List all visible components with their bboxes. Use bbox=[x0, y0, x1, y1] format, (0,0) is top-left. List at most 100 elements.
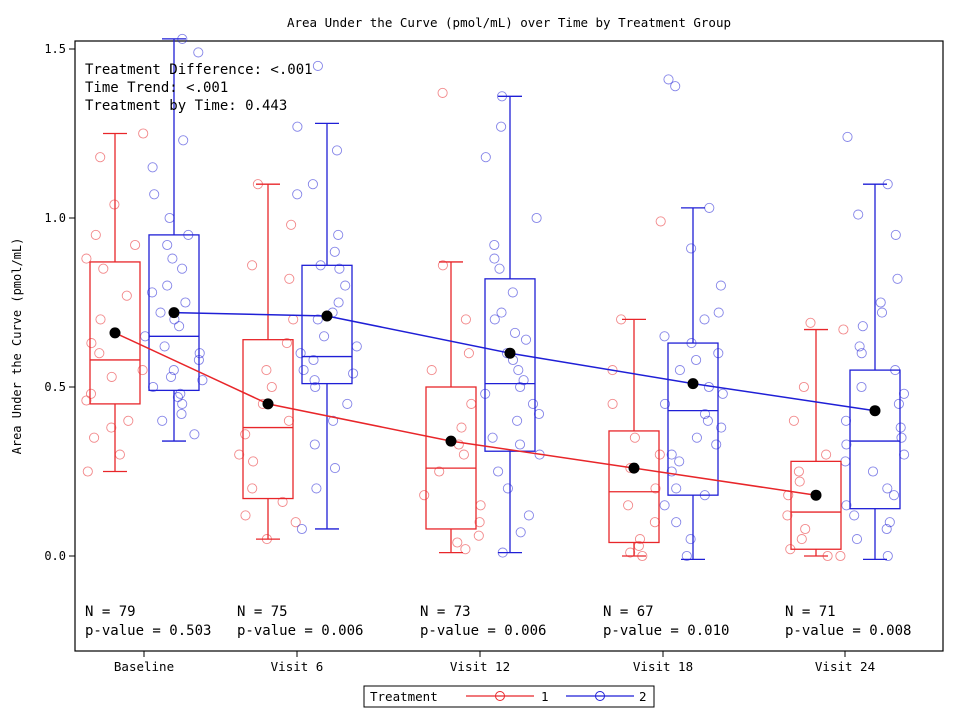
jitter-point-series-2 bbox=[520, 334, 532, 345]
jitter-point-series-2 bbox=[512, 415, 523, 426]
jitter-point-series-2 bbox=[175, 388, 186, 399]
jitter-point-series-2 bbox=[489, 239, 500, 251]
jitter-point-series-2 bbox=[333, 229, 344, 240]
jitter-point-series-2 bbox=[856, 381, 867, 393]
x-tick-label: Visit 24 bbox=[815, 659, 875, 674]
jitter-point-series-1 bbox=[85, 388, 97, 399]
jitter-point-series-2 bbox=[162, 239, 173, 251]
jitter-point-series-1 bbox=[821, 449, 832, 460]
jitter-point-series-1 bbox=[458, 449, 469, 460]
annotation-treatment-by-time: Treatment by Time: 0.443 bbox=[85, 98, 287, 114]
jitter-point-series-1 bbox=[475, 500, 486, 511]
jitter-point-series-2 bbox=[310, 381, 321, 393]
group-p-value-label: p-value = 0.006 bbox=[420, 623, 546, 639]
jitter-point-series-2 bbox=[857, 321, 868, 332]
jitter-point-series-2 bbox=[713, 307, 724, 318]
jitter-point-series-2 bbox=[494, 263, 505, 274]
jitter-point-series-1 bbox=[794, 476, 805, 487]
jitter-point-series-1 bbox=[805, 317, 816, 328]
jitter-point-series-2 bbox=[663, 74, 674, 85]
jitter-point-series-1 bbox=[835, 550, 846, 562]
mean-line-series-2 bbox=[173, 311, 876, 412]
jitter-point-series-2 bbox=[496, 121, 507, 132]
jitter-point-series-1 bbox=[114, 449, 125, 460]
legend: Treatment 1 2 bbox=[363, 685, 655, 708]
jitter-point-series-2 bbox=[659, 331, 670, 342]
jitter-point-series-2 bbox=[876, 307, 888, 318]
interquartile-box bbox=[849, 369, 901, 510]
jitter-point-series-2 bbox=[851, 534, 863, 545]
group-n-label: N = 79 bbox=[85, 604, 136, 620]
legend-marker-series-1 bbox=[495, 691, 505, 701]
jitter-point-series-1 bbox=[82, 466, 93, 477]
group-n-label: N = 73 bbox=[420, 604, 471, 620]
jitter-point-series-2 bbox=[194, 348, 205, 359]
jitter-point-series-1 bbox=[788, 415, 799, 426]
jitter-point-series-2 bbox=[882, 550, 893, 562]
jitter-point-series-1 bbox=[838, 324, 849, 335]
jitter-point-series-2 bbox=[849, 510, 860, 521]
jitter-point-series-2 bbox=[842, 131, 853, 142]
jitter-point-series-1 bbox=[288, 314, 299, 325]
jitter-point-series-1 bbox=[625, 547, 636, 558]
interquartile-box bbox=[667, 342, 719, 496]
jitter-point-series-2 bbox=[896, 432, 907, 443]
jitter-point-series-1 bbox=[283, 415, 294, 426]
plot-frame bbox=[74, 40, 944, 652]
jitter-point-series-1 bbox=[284, 273, 295, 284]
jitter-point-series-2 bbox=[197, 375, 208, 386]
jitter-point-series-2 bbox=[666, 466, 677, 477]
jitter-point-series-1 bbox=[123, 415, 134, 426]
interquartile-box bbox=[301, 264, 353, 385]
jitter-point-series-2 bbox=[309, 439, 320, 450]
interquartile-box bbox=[484, 278, 536, 452]
jitter-point-series-2 bbox=[177, 263, 188, 274]
jitter-point-series-2 bbox=[840, 456, 851, 467]
interquartile-box bbox=[790, 460, 842, 550]
jitter-point-series-1 bbox=[106, 422, 117, 433]
jitter-point-series-2 bbox=[888, 490, 900, 501]
jitter-point-series-2 bbox=[515, 381, 526, 393]
mean-line-series-1 bbox=[114, 332, 817, 496]
jitter-point-series-2 bbox=[702, 415, 713, 426]
jitter-point-series-1 bbox=[782, 510, 793, 521]
jitter-point-series-2 bbox=[881, 523, 892, 535]
jitter-point-series-2 bbox=[691, 432, 702, 443]
jitter-point-series-2 bbox=[685, 534, 696, 545]
jitter-points bbox=[81, 33, 910, 562]
interquartile-box bbox=[425, 386, 477, 530]
jitter-point-series-2 bbox=[140, 331, 151, 342]
jitter-point-series-2 bbox=[841, 500, 852, 511]
jitter-point-series-1 bbox=[240, 429, 251, 440]
mean-marker-series-1 bbox=[109, 327, 121, 339]
jitter-point-series-1 bbox=[419, 490, 430, 501]
jitter-point-series-2 bbox=[292, 121, 303, 132]
jitter-point-series-1 bbox=[281, 338, 292, 349]
jitter-point-series-2 bbox=[716, 422, 727, 433]
jitter-point-series-1 bbox=[248, 456, 259, 467]
jitter-point-series-1 bbox=[654, 449, 665, 460]
jitter-point-series-1 bbox=[798, 381, 809, 393]
box-series-1-1 bbox=[242, 183, 294, 540]
mean-marker-series-2 bbox=[869, 405, 881, 417]
jitter-point-series-2 bbox=[699, 408, 711, 420]
jitter-point-series-2 bbox=[149, 189, 160, 200]
jitter-point-series-2 bbox=[514, 439, 526, 450]
jitter-point-series-2 bbox=[167, 253, 178, 264]
jitter-point-series-2 bbox=[670, 81, 681, 92]
jitter-point-series-1 bbox=[247, 483, 258, 494]
jitter-point-series-1 bbox=[121, 290, 132, 301]
jitter-point-series-2 bbox=[496, 307, 507, 318]
jitter-point-series-2 bbox=[295, 348, 306, 359]
jitter-point-series-2 bbox=[311, 483, 322, 494]
jitter-point-series-2 bbox=[193, 47, 204, 58]
y-axis-label: Area Under the Curve (pmol/mL) bbox=[10, 238, 24, 455]
jitter-point-series-2 bbox=[691, 354, 702, 366]
group-n-label: N = 71 bbox=[785, 604, 836, 620]
jitter-point-series-2 bbox=[509, 327, 521, 338]
box-series-1-2 bbox=[425, 261, 477, 554]
mean-marker-series-1 bbox=[445, 435, 457, 447]
box-series-1-4 bbox=[790, 328, 842, 557]
jitter-point-series-2 bbox=[489, 314, 500, 325]
jitter-point-series-1 bbox=[793, 466, 804, 477]
